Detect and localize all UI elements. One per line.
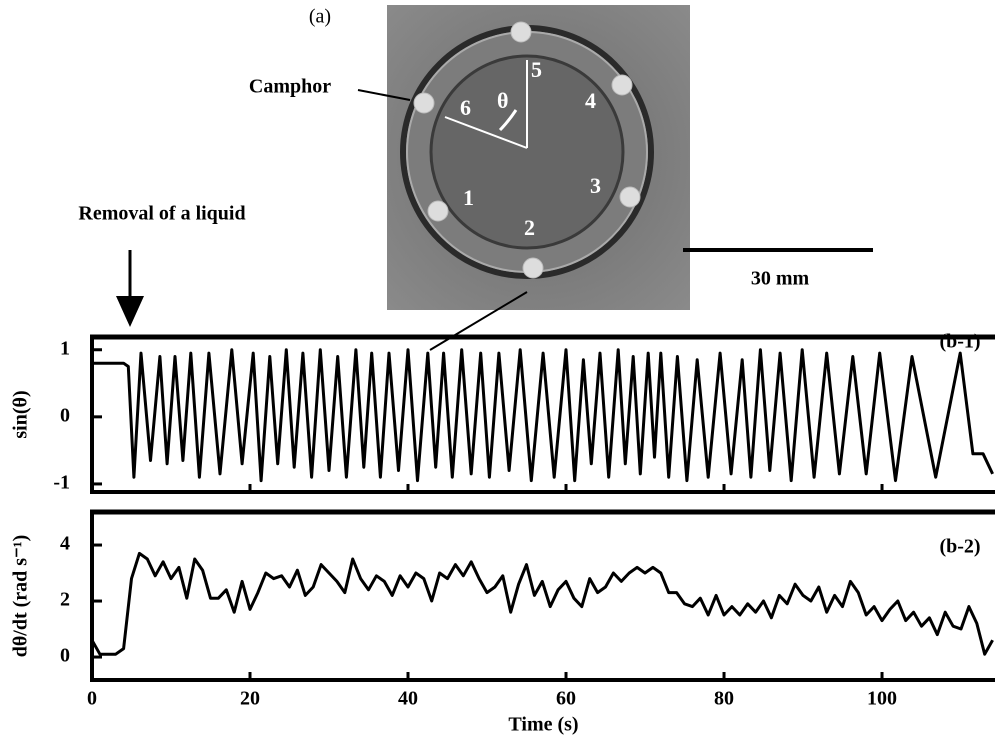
y-tick-label: 2 [60, 589, 70, 611]
panel-label: (a) [309, 6, 331, 28]
y-tick-label: 0 [60, 645, 70, 667]
camphor-label: Camphor [249, 76, 331, 98]
data-line [90, 551, 994, 656]
x-tick-label: 40 [398, 688, 418, 710]
position-number: 4 [585, 88, 596, 113]
position-number: 1 [463, 185, 474, 210]
y-tick-label: -1 [53, 472, 70, 494]
theta-symbol: θ [497, 88, 508, 113]
x-tick-label: 80 [714, 688, 734, 710]
x-tick-label: 100 [867, 688, 897, 710]
panel-label: (b-1) [939, 331, 980, 353]
arrow-head [116, 296, 144, 327]
photo: 1 2 3 4 5 6 θ [387, 5, 690, 310]
y-tick-label: 0 [60, 404, 70, 426]
x-axis-label: Time (s) [508, 714, 578, 736]
position-number: 3 [590, 173, 601, 198]
data-line [92, 348, 994, 483]
x-tick-label: 0 [87, 688, 97, 710]
y-axis-label: dθ/dt (rad s⁻¹) [10, 535, 32, 658]
panel-label: (b-2) [939, 536, 980, 558]
annotation: Removal of a liquid [78, 203, 245, 225]
y-tick-label: 1 [60, 337, 70, 359]
y-axis-label: sin(θ) [10, 390, 32, 438]
leader-line [357, 89, 411, 101]
leader-line [429, 291, 528, 351]
position-number: 6 [460, 95, 471, 120]
position-number: 2 [524, 215, 535, 240]
scale-label: 30 mm [751, 268, 810, 290]
y-tick-label: 4 [60, 533, 70, 555]
x-tick-label: 20 [240, 688, 260, 710]
position-number: 5 [531, 57, 542, 82]
x-tick-label: 60 [556, 688, 576, 710]
